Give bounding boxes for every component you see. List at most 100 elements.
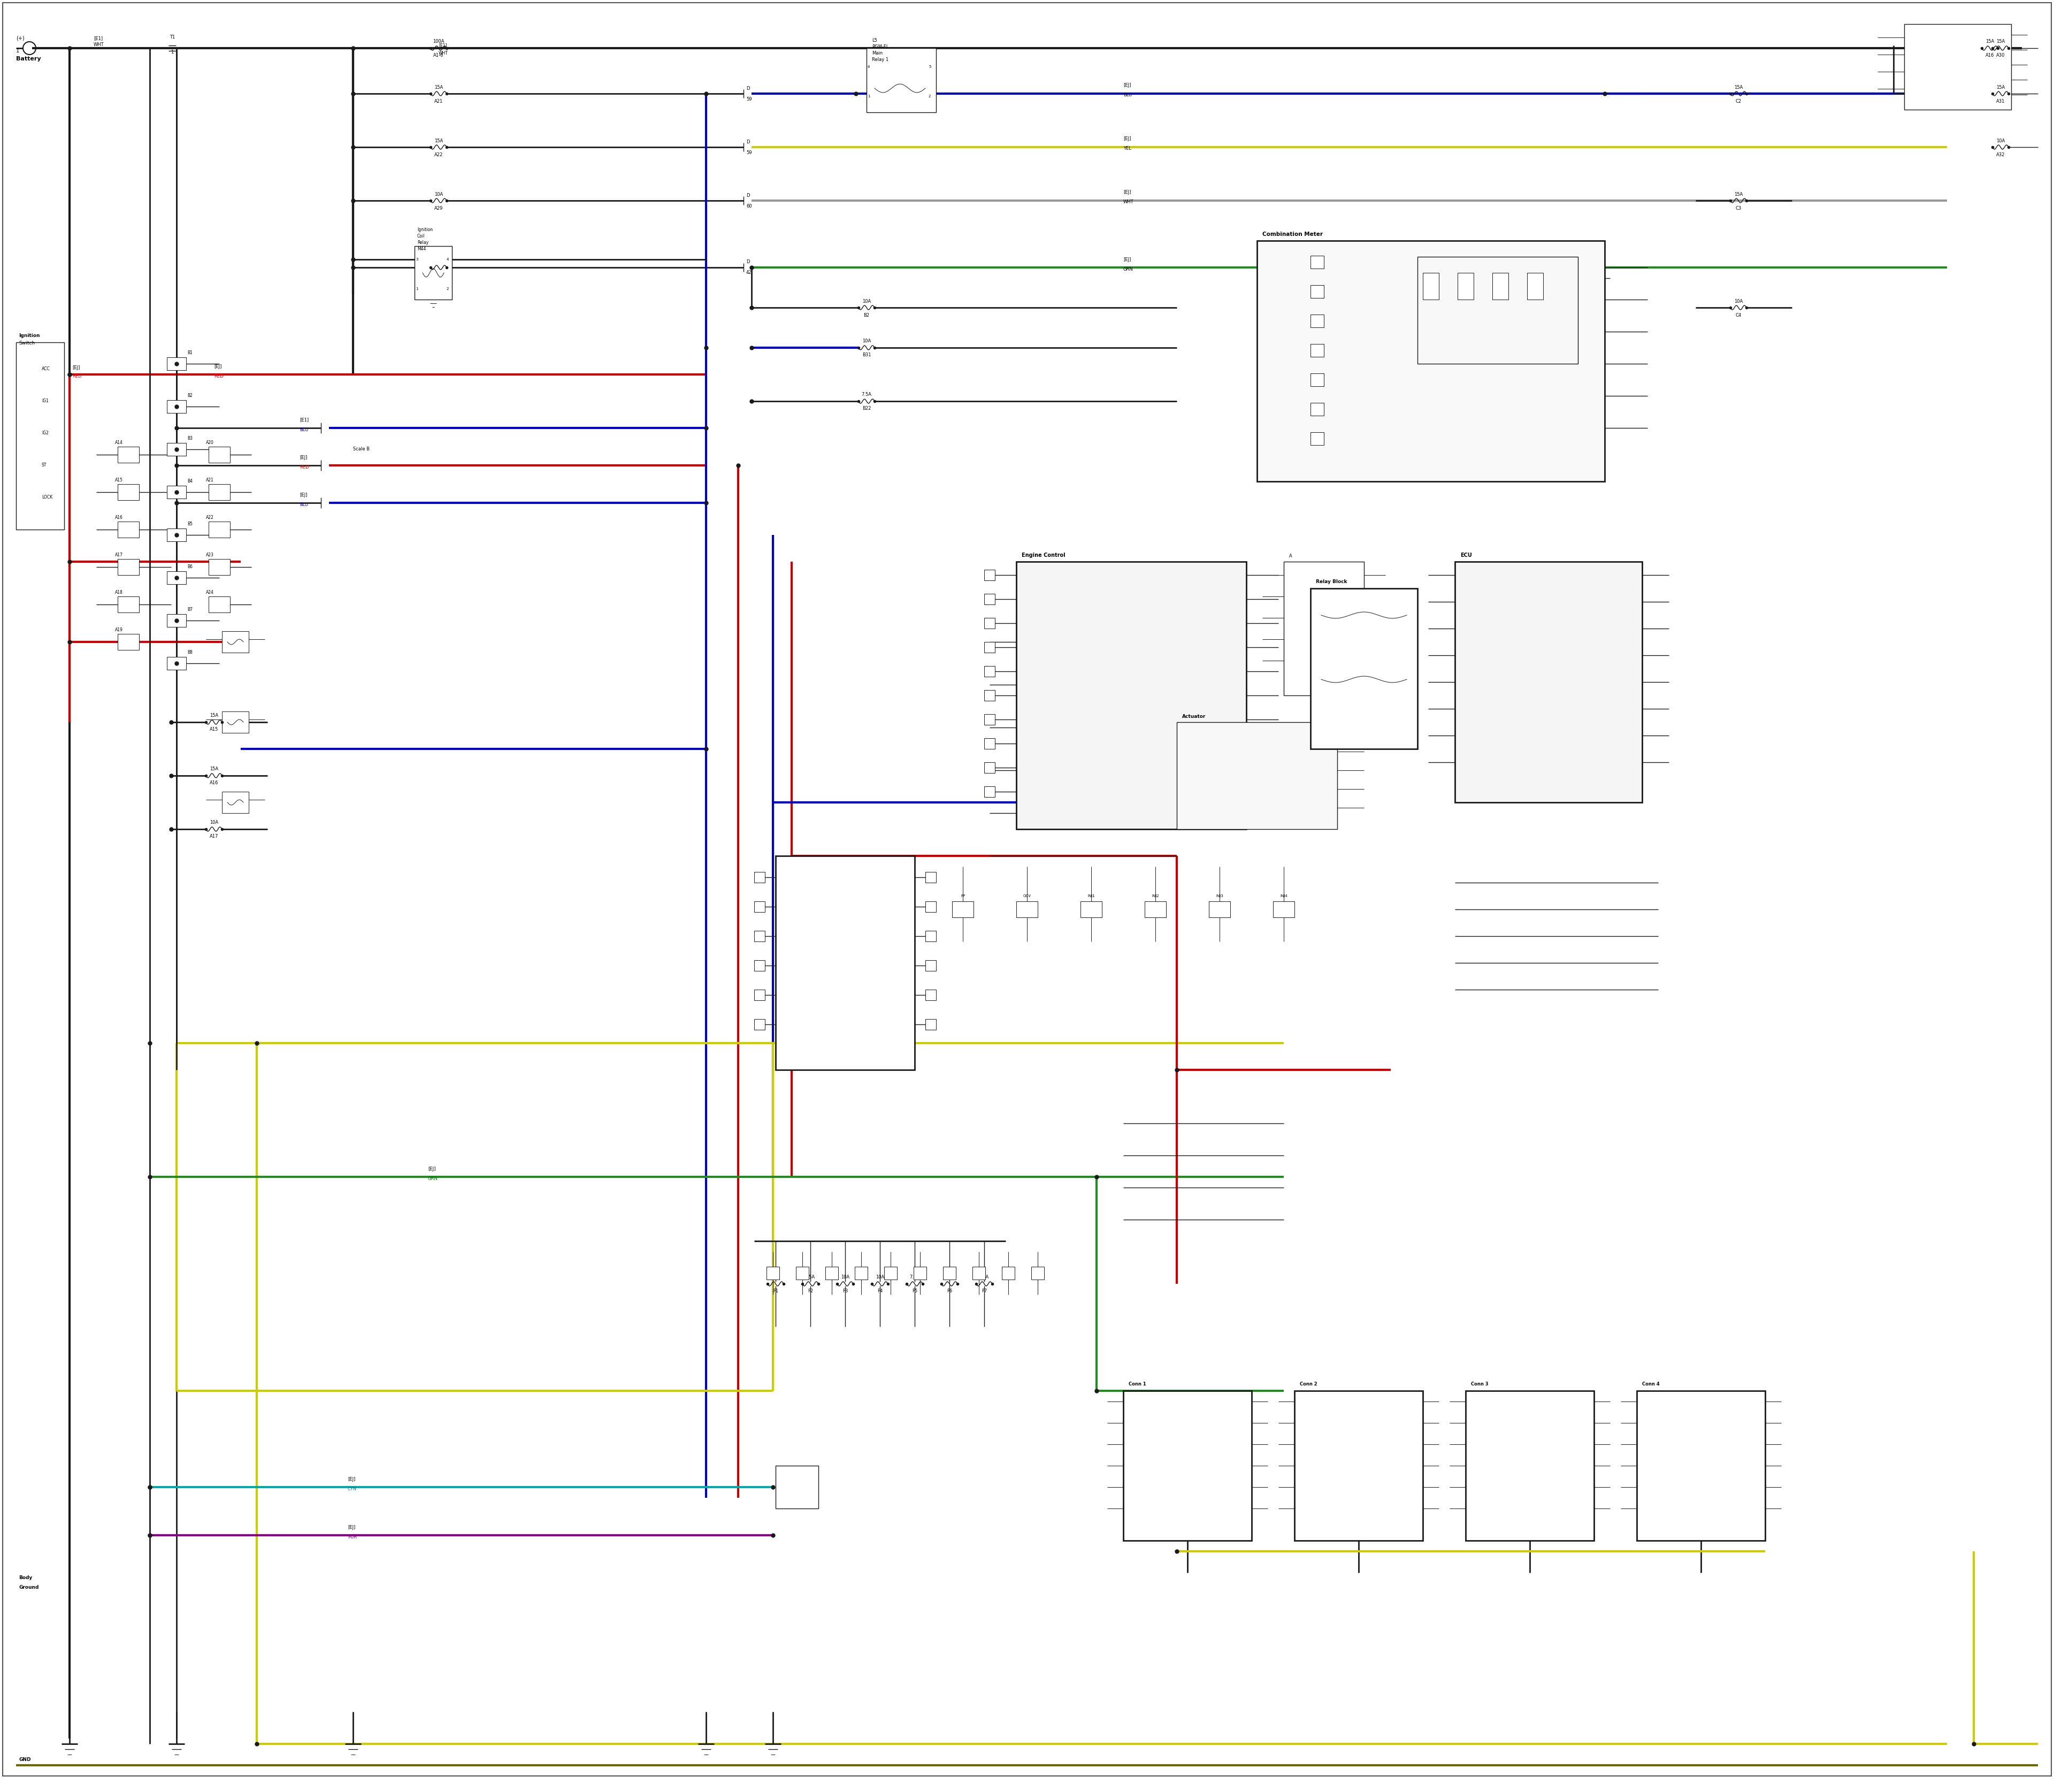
Text: B7: B7	[187, 607, 193, 613]
Text: D: D	[746, 194, 750, 197]
Bar	[984, 642, 994, 652]
Bar	[117, 559, 140, 575]
Text: [EJ]: [EJ]	[72, 366, 80, 371]
Bar	[826, 1267, 838, 1279]
Text: A21: A21	[433, 99, 444, 104]
Text: 15A: 15A	[433, 138, 444, 143]
Text: 10A: 10A	[433, 192, 444, 197]
Bar	[776, 1466, 817, 1509]
Text: OCV: OCV	[1023, 894, 1031, 898]
Text: [EJ]: [EJ]	[214, 364, 222, 369]
Text: A19: A19	[115, 627, 123, 633]
Text: A15: A15	[210, 728, 218, 733]
Text: A30: A30	[1996, 54, 2005, 57]
Bar	[166, 357, 187, 371]
Bar	[984, 715, 994, 724]
Bar	[166, 658, 187, 670]
Text: 10A: 10A	[875, 1274, 885, 1279]
Text: B22: B22	[863, 407, 871, 410]
Bar	[943, 1267, 955, 1279]
Bar	[984, 762, 994, 772]
Bar	[166, 486, 187, 498]
Bar	[984, 593, 994, 604]
Text: [EJ]: [EJ]	[1124, 190, 1132, 195]
Text: B2: B2	[187, 394, 193, 398]
Bar	[867, 48, 937, 113]
Text: B31: B31	[863, 353, 871, 358]
Bar	[1310, 344, 1325, 357]
Text: A14: A14	[115, 441, 123, 446]
Bar	[926, 873, 937, 883]
Text: 60: 60	[746, 204, 752, 208]
Text: 15A: 15A	[1734, 192, 1742, 197]
Text: WHT: WHT	[440, 52, 448, 56]
Text: INJ4: INJ4	[1280, 894, 1288, 898]
Text: [E1]: [E1]	[440, 43, 448, 48]
Bar	[1310, 285, 1325, 297]
Text: INJ3: INJ3	[1216, 894, 1224, 898]
Text: Ignition: Ignition	[417, 228, 433, 233]
Bar	[883, 1267, 898, 1279]
Text: [EJ]: [EJ]	[1124, 82, 1132, 88]
Text: Engine Control: Engine Control	[1021, 552, 1066, 557]
Text: YEL: YEL	[1124, 147, 1132, 151]
Bar	[210, 446, 230, 462]
Text: BLU: BLU	[300, 502, 308, 507]
Text: A18: A18	[115, 590, 123, 595]
Text: Battery: Battery	[16, 56, 41, 61]
Text: Relay Block: Relay Block	[1317, 579, 1347, 584]
Bar	[926, 901, 937, 912]
Text: A29: A29	[433, 206, 444, 210]
Text: Switch: Switch	[18, 340, 35, 346]
Text: 15A: 15A	[1996, 39, 2005, 45]
Text: RED: RED	[214, 375, 224, 378]
Text: B5: B5	[187, 521, 193, 527]
Bar	[117, 521, 140, 538]
Text: 42: 42	[746, 271, 752, 276]
Text: 15A: 15A	[1986, 39, 1994, 45]
Bar	[1423, 272, 1440, 299]
Text: M44: M44	[417, 247, 425, 251]
Text: C2: C2	[1736, 99, 1742, 104]
Bar	[1454, 561, 1641, 803]
Text: A16: A16	[1986, 54, 1994, 57]
Text: F6: F6	[947, 1288, 953, 1294]
Bar	[914, 1267, 926, 1279]
Text: GND: GND	[18, 1758, 31, 1762]
Text: A17: A17	[115, 554, 123, 557]
Text: 100A: 100A	[433, 39, 444, 45]
Bar	[1273, 901, 1294, 918]
Bar	[953, 901, 974, 918]
Text: GRN: GRN	[427, 1176, 438, 1181]
Text: A22: A22	[205, 516, 214, 520]
Text: [EJ]: [EJ]	[347, 1477, 355, 1482]
Bar	[1310, 432, 1325, 444]
Text: T1: T1	[170, 36, 175, 39]
Text: F5: F5	[912, 1288, 918, 1294]
Bar	[926, 989, 937, 1000]
Text: [EJ]: [EJ]	[300, 493, 308, 496]
Text: B2: B2	[863, 312, 869, 317]
Text: B3: B3	[187, 435, 193, 441]
Text: A15: A15	[115, 478, 123, 482]
Bar	[1031, 1267, 1043, 1279]
Text: A: A	[1290, 554, 1292, 559]
Bar	[1467, 1391, 1594, 1541]
Text: A24: A24	[205, 590, 214, 595]
Bar	[222, 792, 249, 814]
Bar	[1124, 1391, 1251, 1541]
Text: A22: A22	[433, 152, 444, 158]
Text: IG1: IG1	[41, 400, 49, 403]
Text: Ground: Ground	[18, 1586, 39, 1590]
Text: C3: C3	[1736, 206, 1742, 210]
Text: D: D	[746, 86, 750, 91]
Bar	[1017, 561, 1247, 830]
Bar	[1257, 240, 1604, 482]
Text: PUR: PUR	[347, 1534, 357, 1539]
Text: A16: A16	[115, 516, 123, 520]
Text: D: D	[746, 140, 750, 143]
Bar	[210, 521, 230, 538]
Bar	[926, 1020, 937, 1030]
Bar	[166, 443, 187, 455]
Text: [EJ]: [EJ]	[427, 1167, 435, 1172]
